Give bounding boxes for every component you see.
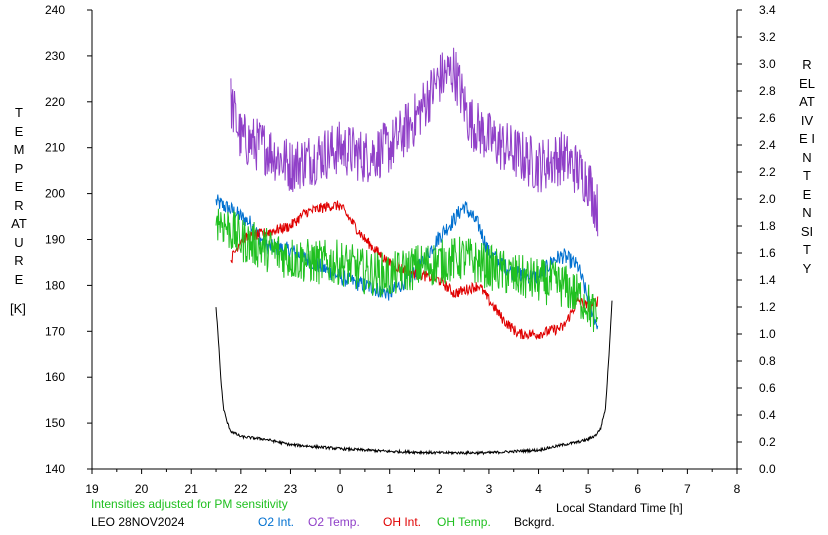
left-tick-label: 140 bbox=[45, 462, 65, 476]
right-tick-label: 1.4 bbox=[759, 273, 776, 287]
right-tick-label: 3.0 bbox=[759, 57, 776, 71]
left-tick-label: 240 bbox=[45, 3, 65, 17]
legend-bckgrd: Bckgrd. bbox=[514, 515, 555, 529]
x-tick-label: 21 bbox=[185, 482, 199, 496]
x-tick-label: 5 bbox=[585, 482, 592, 496]
series-line-bckgrd bbox=[215, 300, 613, 456]
legend-oh-temp: OH Temp. bbox=[437, 515, 491, 529]
right-tick-label: 0.8 bbox=[759, 354, 776, 368]
left-axis-title: TEMPERATURE bbox=[11, 105, 27, 287]
x-tick-label: 2 bbox=[436, 482, 443, 496]
x-tick-label: 3 bbox=[486, 482, 493, 496]
right-tick-label: 2.0 bbox=[759, 192, 776, 206]
left-tick-label: 190 bbox=[45, 233, 65, 247]
x-tick-label: 19 bbox=[85, 482, 99, 496]
x-tick-label: 20 bbox=[135, 482, 149, 496]
x-tick-label: 7 bbox=[684, 482, 691, 496]
x-tick-label: 1 bbox=[386, 482, 393, 496]
right-tick-label: 1.6 bbox=[759, 246, 776, 260]
axes-layer bbox=[87, 9, 742, 474]
left-tick-label: 210 bbox=[45, 141, 65, 155]
right-tick-label: 3.4 bbox=[759, 3, 776, 17]
x-axis-title: Local Standard Time [h] bbox=[556, 501, 683, 515]
left-tick-label: 170 bbox=[45, 324, 65, 338]
series-line-o2-temp bbox=[230, 47, 599, 237]
right-tick-label: 1.0 bbox=[759, 327, 776, 341]
tick-label-layer: 1401501601701801902002102202302400.00.20… bbox=[45, 3, 776, 496]
right-tick-label: 2.4 bbox=[759, 138, 776, 152]
series-line-oh-int bbox=[230, 200, 599, 341]
legend-o2-int: O2 Int. bbox=[258, 515, 295, 529]
right-tick-label: 3.2 bbox=[759, 30, 776, 44]
right-tick-label: 2.2 bbox=[759, 165, 776, 179]
x-tick-label: 23 bbox=[284, 482, 298, 496]
right-tick-label: 0.2 bbox=[759, 435, 776, 449]
right-axis-title: RELATIVE INTENSITY bbox=[799, 57, 815, 276]
legend-o2-temp: O2 Temp. bbox=[308, 515, 360, 529]
x-tick-label: 4 bbox=[535, 482, 542, 496]
right-tick-label: 1.8 bbox=[759, 219, 776, 233]
right-tick-label: 2.6 bbox=[759, 111, 776, 125]
annotation-text: Intensities adjusted for PM sensitivity bbox=[91, 497, 288, 511]
x-tick-label: 22 bbox=[234, 482, 248, 496]
x-tick-label: 6 bbox=[634, 482, 641, 496]
right-tick-label: 0.6 bbox=[759, 381, 776, 395]
left-tick-label: 230 bbox=[45, 49, 65, 63]
left-tick-label: 180 bbox=[45, 278, 65, 292]
x-tick-label: 8 bbox=[734, 482, 741, 496]
left-axis-unit: [K] bbox=[10, 301, 26, 316]
right-tick-label: 0.0 bbox=[759, 462, 776, 476]
series-layer bbox=[215, 47, 613, 456]
series-line-oh-temp bbox=[215, 208, 599, 333]
legend-oh-int: OH Int. bbox=[383, 515, 422, 529]
x-tick-label: 0 bbox=[337, 482, 344, 496]
left-tick-label: 160 bbox=[45, 370, 65, 384]
left-tick-label: 200 bbox=[45, 187, 65, 201]
left-tick-label: 220 bbox=[45, 95, 65, 109]
right-tick-label: 2.8 bbox=[759, 84, 776, 98]
right-tick-label: 1.2 bbox=[759, 300, 776, 314]
station-date: LEO 28NOV2024 bbox=[91, 515, 185, 529]
left-tick-label: 150 bbox=[45, 416, 65, 430]
right-tick-label: 0.4 bbox=[759, 408, 776, 422]
